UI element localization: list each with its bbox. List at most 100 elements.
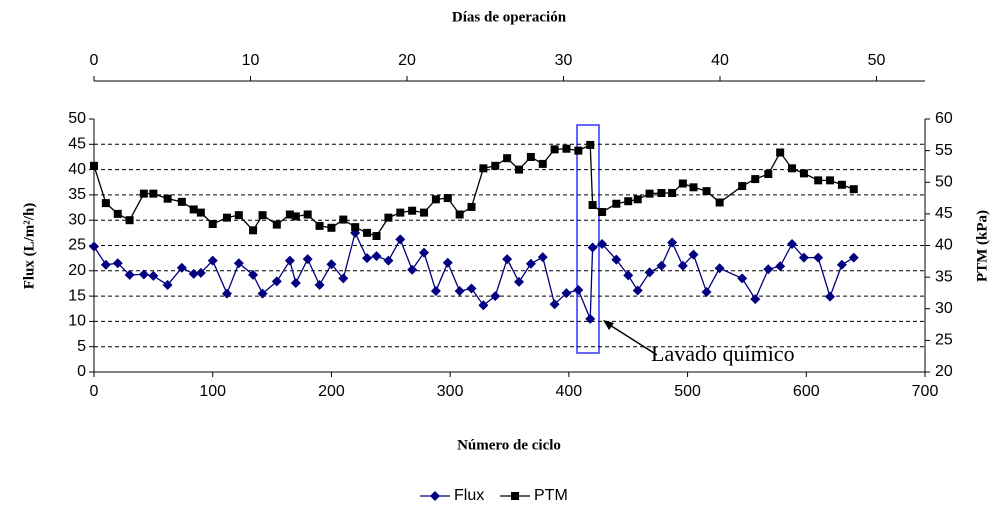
y2-tick-label: 55 (935, 142, 953, 159)
y-tick-label: 5 (77, 338, 86, 355)
marker (633, 195, 642, 204)
marker (396, 208, 405, 217)
marker (561, 288, 572, 299)
x2-tick-label: 50 (868, 52, 886, 69)
y-tick-label: 35 (68, 186, 86, 203)
marker (100, 259, 111, 270)
marker (503, 154, 512, 163)
marker (787, 238, 798, 249)
x-tick-label: 600 (793, 383, 820, 400)
marker (668, 189, 677, 198)
marker (467, 202, 476, 211)
marker (814, 176, 823, 185)
marker (588, 201, 597, 210)
x-tick-label: 100 (199, 383, 226, 400)
marker (678, 179, 687, 188)
series-line (93, 143, 854, 237)
marker (689, 183, 698, 192)
marker (196, 208, 205, 217)
y-tick-label: 50 (68, 110, 86, 127)
marker (351, 223, 360, 232)
legend-label: PTM (534, 487, 568, 504)
marker (148, 270, 159, 281)
marker (139, 189, 148, 198)
x-tick-label: 300 (437, 383, 464, 400)
highlight-box (576, 124, 600, 354)
marker (656, 260, 667, 271)
marker (221, 288, 232, 299)
marker (326, 259, 337, 270)
marker (514, 165, 523, 174)
marker (775, 261, 786, 272)
marker (149, 189, 158, 198)
marker (645, 189, 654, 198)
marker (443, 194, 452, 203)
marker (327, 223, 336, 232)
marker (586, 140, 595, 149)
x-axis-title: Número de ciclo (457, 437, 561, 453)
marker (455, 210, 464, 219)
marker (598, 207, 607, 216)
y-tick-label: 0 (77, 363, 86, 380)
marker (677, 260, 688, 271)
marker (383, 255, 394, 266)
y-tick-label: 45 (68, 136, 86, 153)
marker (798, 252, 809, 263)
marker (189, 205, 198, 214)
marker (338, 273, 349, 284)
marker (597, 238, 608, 249)
y2-tick-label: 35 (935, 268, 953, 285)
marker (233, 258, 244, 269)
marker (384, 213, 393, 222)
marker (549, 299, 560, 310)
marker (234, 211, 243, 220)
marker (290, 277, 301, 288)
x-tick-label: 400 (556, 383, 583, 400)
x2-tick-label: 0 (90, 52, 99, 69)
marker (612, 199, 621, 208)
marker (788, 164, 797, 173)
marker (644, 267, 655, 278)
marker (737, 273, 748, 284)
y2-tick-label: 50 (935, 173, 953, 190)
annotation-arrow (604, 321, 658, 356)
marker (714, 263, 725, 274)
marker (502, 254, 513, 265)
marker (702, 187, 711, 196)
marker (291, 212, 300, 221)
marker (430, 491, 440, 501)
x2-tick-label: 20 (398, 52, 416, 69)
marker (395, 234, 406, 245)
y-tick-label: 25 (68, 237, 86, 254)
marker (813, 252, 824, 263)
marker (419, 247, 430, 258)
x-tick-label: 200 (318, 383, 345, 400)
marker (285, 210, 294, 219)
marker (624, 197, 633, 206)
x2-tick-label: 10 (242, 52, 260, 69)
marker (573, 285, 584, 296)
marker (764, 170, 773, 179)
marker (667, 237, 678, 248)
marker (537, 252, 548, 263)
y-tick-label: 10 (68, 313, 86, 330)
marker (538, 159, 547, 168)
marker (249, 226, 258, 235)
y2-tick-label: 25 (935, 332, 953, 349)
marker (623, 270, 634, 281)
marker (257, 288, 268, 299)
x2-tick-label: 40 (711, 52, 729, 69)
marker (207, 255, 218, 266)
legend-label: Flux (454, 487, 484, 504)
marker (587, 242, 598, 253)
marker (825, 291, 836, 302)
y2-tick-label: 20 (935, 363, 953, 380)
y2-tick-label: 45 (935, 205, 953, 222)
marker (454, 286, 465, 297)
y2-tick-label: 30 (935, 300, 953, 317)
marker (562, 144, 571, 153)
marker (408, 206, 417, 215)
y2-tick-label: 60 (935, 110, 953, 127)
marker (420, 208, 429, 217)
